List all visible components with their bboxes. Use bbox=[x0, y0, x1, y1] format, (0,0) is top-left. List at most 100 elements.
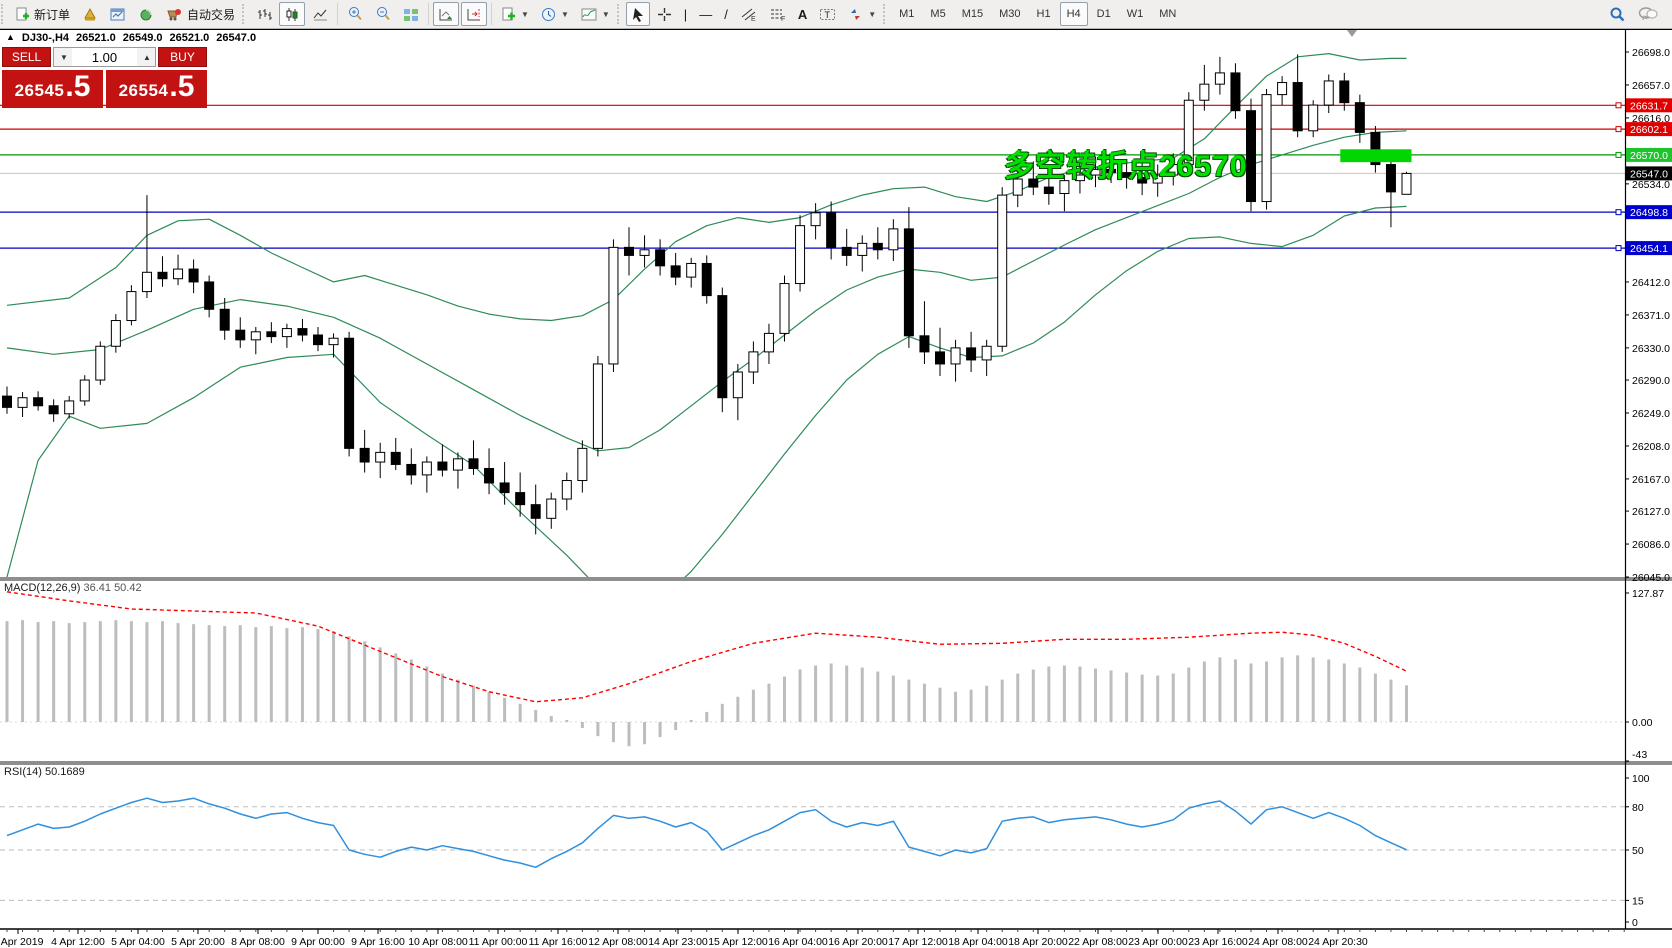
bar-chart-button[interactable] bbox=[251, 2, 277, 26]
search-icon bbox=[1610, 7, 1625, 21]
toolbar-grip[interactable] bbox=[883, 4, 890, 24]
volume-input[interactable] bbox=[72, 48, 137, 66]
candle-body-bear bbox=[1106, 168, 1117, 174]
candle bbox=[732, 363, 743, 421]
fibonacci-tool[interactable]: F bbox=[764, 2, 791, 26]
volume-decrease-button[interactable]: ▼ bbox=[54, 48, 72, 66]
channel-tool[interactable]: E bbox=[735, 2, 762, 26]
candle-body-bear bbox=[2, 395, 12, 408]
svg-text:26631.7: 26631.7 bbox=[1630, 100, 1668, 112]
timeframe-d1[interactable]: D1 bbox=[1090, 2, 1118, 26]
sell-button[interactable]: SELL bbox=[2, 47, 51, 67]
cursor-tool-button[interactable] bbox=[625, 2, 650, 26]
toolbar-grip[interactable] bbox=[616, 4, 624, 24]
time-axis: 3 Apr 2019 4 Apr 12:00 5 Apr 04:00 5 Apr 20… bbox=[0, 929, 1625, 948]
time-label: 5 Apr 04:00 bbox=[111, 936, 165, 948]
zoom-out-button[interactable] bbox=[370, 2, 396, 26]
timeframe-m15[interactable]: M15 bbox=[955, 2, 990, 26]
candle-body-bull bbox=[1308, 104, 1319, 132]
ohlc-low: 26521.0 bbox=[169, 32, 210, 44]
text-label-tool[interactable]: T bbox=[814, 2, 841, 26]
timeframe-h1[interactable]: H1 bbox=[1030, 2, 1058, 26]
tile-windows-button[interactable] bbox=[398, 2, 424, 26]
time-label: 24 Apr 08:00 bbox=[1248, 936, 1308, 948]
sell-price-display[interactable]: 26545 .5 bbox=[2, 70, 103, 108]
timeframe-m5[interactable]: M5 bbox=[923, 2, 952, 26]
styler-button[interactable] bbox=[77, 2, 103, 26]
vertical-line-tool[interactable]: | bbox=[679, 2, 692, 26]
zoom-in-icon bbox=[349, 7, 362, 21]
text-tool[interactable]: A bbox=[793, 2, 812, 26]
candle bbox=[33, 391, 44, 411]
new-order-button[interactable]: 新订单 bbox=[10, 2, 75, 26]
candle-body-bull bbox=[795, 225, 806, 285]
chevron-down-icon: ▼ bbox=[868, 9, 877, 19]
candle bbox=[499, 462, 510, 505]
candle bbox=[935, 327, 945, 377]
candle-body-bull bbox=[1261, 94, 1272, 203]
candle-body-bull bbox=[79, 379, 90, 402]
timeframe-w1[interactable]: W1 bbox=[1120, 2, 1151, 26]
timeframe-h4[interactable]: H4 bbox=[1059, 2, 1088, 26]
zoom-in-button[interactable] bbox=[342, 2, 368, 26]
buy-button[interactable]: BUY bbox=[158, 47, 207, 67]
templates-dropdown[interactable]: ▼ bbox=[576, 2, 615, 26]
text-label-icon: T bbox=[820, 8, 836, 20]
macd-layer bbox=[0, 591, 1625, 747]
crosshair-tool-button[interactable] bbox=[652, 2, 677, 26]
volume-increase-button[interactable]: ▲ bbox=[137, 48, 155, 66]
new-chart-dropdown[interactable]: ▼ bbox=[496, 2, 534, 26]
toolbar-grip[interactable] bbox=[242, 4, 249, 24]
chat-button[interactable] bbox=[1633, 2, 1663, 26]
chart-frame bbox=[0, 28, 1672, 930]
chart-shift-button[interactable] bbox=[461, 2, 488, 26]
candle bbox=[608, 239, 619, 372]
candle bbox=[219, 298, 230, 340]
toolbar-divider bbox=[337, 3, 339, 25]
candle bbox=[826, 201, 837, 260]
timeframe-m30[interactable]: M30 bbox=[992, 2, 1027, 26]
candle-body-bear bbox=[530, 504, 541, 519]
candle bbox=[1043, 172, 1054, 205]
line-chart-button[interactable] bbox=[307, 2, 333, 26]
svg-text:E: E bbox=[751, 16, 756, 22]
candle-body-bull bbox=[110, 320, 121, 347]
time-label: 9 Apr 00:00 bbox=[291, 936, 345, 948]
candle bbox=[157, 256, 168, 287]
candle-body-bull bbox=[1199, 83, 1210, 101]
auto-scroll-button[interactable] bbox=[433, 2, 460, 26]
candle-body-bear bbox=[406, 463, 417, 476]
buy-price-pip: .5 bbox=[169, 70, 195, 103]
collapse-triangle-icon[interactable]: ▲ bbox=[6, 32, 15, 42]
timeframe-m1[interactable]: M1 bbox=[892, 2, 921, 26]
horizontal-line-tool[interactable]: — bbox=[694, 2, 717, 26]
periods-dropdown[interactable]: ▼ bbox=[536, 2, 574, 26]
ohlc-high: 26549.0 bbox=[122, 32, 163, 44]
arrows-dropdown[interactable]: ▼ bbox=[843, 2, 881, 26]
candlestick-chart-button[interactable] bbox=[279, 2, 306, 26]
text-icon: A bbox=[797, 6, 808, 22]
toolbar-grip[interactable] bbox=[1, 4, 8, 24]
macd-axis-label: 0.00 bbox=[1632, 717, 1653, 729]
chart-shift-marker[interactable] bbox=[1347, 30, 1357, 37]
candle-body-bear bbox=[1028, 178, 1039, 188]
candle bbox=[17, 392, 28, 418]
chart-annotation-text[interactable]: 多空转折点26570 bbox=[1004, 150, 1248, 183]
buy-price-display[interactable]: 26554 .5 bbox=[106, 70, 207, 108]
candle bbox=[857, 235, 868, 272]
datafeed-button[interactable] bbox=[133, 2, 159, 26]
candle bbox=[577, 440, 588, 493]
time-label: 15 Apr 12:00 bbox=[708, 936, 768, 948]
rsi-axis-label: 0 bbox=[1632, 917, 1638, 929]
trendline-tool[interactable]: / bbox=[719, 2, 733, 26]
candle bbox=[624, 227, 634, 276]
search-button[interactable] bbox=[1604, 2, 1631, 26]
timeframe-mn[interactable]: MN bbox=[1152, 2, 1183, 26]
candlestick-chart-icon bbox=[286, 7, 298, 21]
new-chart-window-button[interactable] bbox=[105, 2, 131, 26]
autotrading-button[interactable]: 自动交易 bbox=[161, 2, 240, 26]
buy-price-main: 26554 bbox=[118, 81, 169, 100]
candle-body-bull bbox=[608, 246, 619, 365]
styler-icon bbox=[84, 7, 96, 20]
ohlc-close: 26547.0 bbox=[216, 32, 257, 44]
